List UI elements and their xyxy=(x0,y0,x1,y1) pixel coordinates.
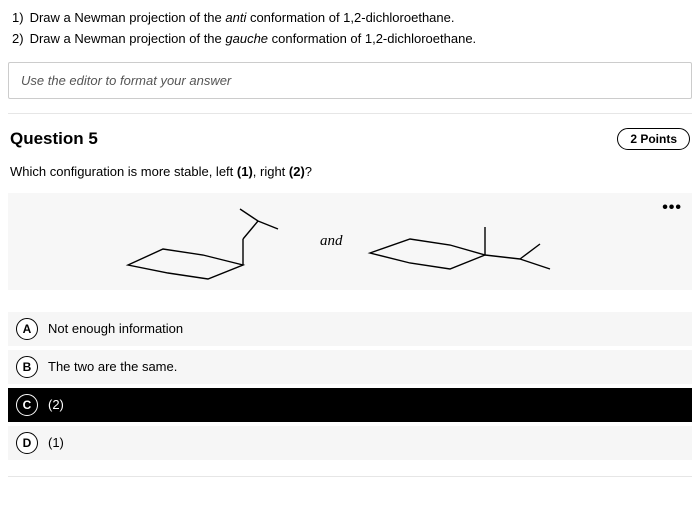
preceding-item-1: 1) Draw a Newman projection of the anti … xyxy=(12,8,688,29)
choice-text: The two are the same. xyxy=(48,359,177,374)
choice-c[interactable]: C (2) xyxy=(8,388,692,422)
structure-1-svg xyxy=(108,199,308,284)
question-header: Question 5 2 Points xyxy=(8,128,692,164)
choice-text: Not enough information xyxy=(48,321,183,336)
item-text: Draw a Newman projection of the gauche c… xyxy=(30,29,477,50)
answer-editor[interactable]: Use the editor to format your answer xyxy=(8,62,692,99)
preceding-item-2: 2) Draw a Newman projection of the gauch… xyxy=(12,29,688,50)
choice-text: (1) xyxy=(48,435,64,450)
choice-bubble: B xyxy=(16,356,38,378)
item-num: 1) xyxy=(12,8,24,29)
section-divider xyxy=(8,113,692,114)
choice-bubble: A xyxy=(16,318,38,340)
item-text: Draw a Newman projection of the anti con… xyxy=(30,8,455,29)
bottom-divider xyxy=(8,476,692,477)
choice-bubble: C xyxy=(16,394,38,416)
figure-row: ••• and xyxy=(8,193,692,290)
question-title: Question 5 xyxy=(10,129,98,149)
choice-b[interactable]: B The two are the same. xyxy=(8,350,692,384)
question-stem: Which configuration is more stable, left… xyxy=(8,164,692,193)
structure-2-svg xyxy=(355,199,585,284)
choice-bubble: D xyxy=(16,432,38,454)
preceding-question-block: 1) Draw a Newman projection of the anti … xyxy=(8,8,692,58)
choice-a[interactable]: A Not enough information xyxy=(8,312,692,346)
choice-text: (2) xyxy=(48,397,64,412)
more-options-icon[interactable]: ••• xyxy=(662,199,682,217)
choice-d[interactable]: D (1) xyxy=(8,426,692,460)
and-label: and xyxy=(320,233,343,250)
choice-list: A Not enough information B The two are t… xyxy=(8,312,692,460)
points-badge: 2 Points xyxy=(617,128,690,150)
item-num: 2) xyxy=(12,29,24,50)
